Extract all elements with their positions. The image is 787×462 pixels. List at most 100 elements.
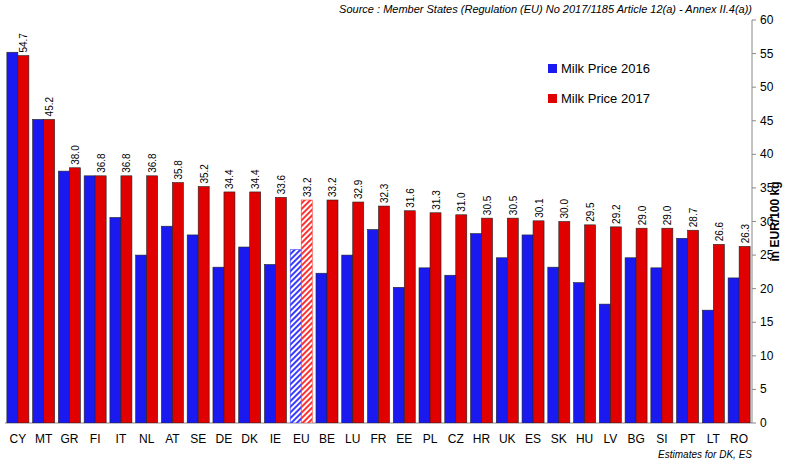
x-tick-label: SI [656, 432, 667, 446]
data-label: 36.8 [96, 153, 107, 173]
bar [574, 283, 585, 423]
data-label: 31.6 [405, 188, 416, 208]
bar [224, 192, 235, 423]
data-label: 36.8 [121, 153, 132, 173]
y-tick [752, 355, 756, 356]
data-label: 29.0 [662, 205, 673, 225]
data-label: 28.7 [688, 207, 699, 227]
bar [239, 247, 250, 423]
bar [445, 275, 456, 423]
y-tick [752, 87, 756, 88]
bar [136, 255, 147, 423]
bar [290, 250, 301, 423]
x-tick-label: CZ [448, 432, 464, 446]
bar [585, 225, 596, 423]
bar [625, 258, 636, 423]
bar [161, 226, 172, 423]
data-label: 30.5 [508, 195, 519, 215]
annotation: Source : Member States (Regulation (EU) … [339, 3, 752, 15]
x-tick-label: HR [473, 432, 491, 446]
y-tick-label: 5 [760, 382, 767, 396]
x-tick-label: GR [60, 432, 78, 446]
data-label: 34.4 [224, 169, 235, 189]
x-tick-label: LV [603, 432, 617, 446]
x-tick-label: UK [499, 432, 516, 446]
y-axis-label: in EUR/100 kg [768, 181, 782, 261]
data-label: 30.0 [559, 199, 570, 219]
x-tick-label: ES [525, 432, 541, 446]
bar [522, 235, 533, 423]
x-tick-label: SK [551, 432, 567, 446]
bar [688, 230, 699, 423]
x-tick-label: NL [139, 432, 155, 446]
bar [368, 230, 379, 423]
y-tick-label: 55 [760, 47, 774, 61]
x-tick-label: LU [345, 432, 360, 446]
bar [713, 244, 724, 423]
bar [482, 218, 493, 423]
bar [610, 227, 621, 423]
y-tick [752, 322, 756, 323]
bar [121, 176, 132, 423]
annotation: Estimates for DK, ES [658, 449, 752, 460]
y-tick-label: 60 [760, 13, 774, 27]
bar [471, 234, 482, 423]
bar [69, 168, 80, 423]
data-label: 30.5 [482, 195, 493, 215]
data-label: 34.4 [250, 169, 261, 189]
legend-swatch [548, 94, 557, 103]
y-tick [752, 423, 756, 424]
y-tick [752, 255, 756, 256]
bar [419, 268, 430, 423]
bar [702, 310, 713, 423]
x-tick-label: DK [241, 432, 258, 446]
bar [456, 215, 467, 423]
x-tick-label: MT [35, 432, 53, 446]
legend: Milk Price 2016 Milk Price 2017 [548, 61, 650, 106]
data-label: 33.2 [302, 177, 313, 197]
bar [430, 213, 441, 423]
bar [316, 273, 327, 423]
data-label: 29.0 [637, 205, 648, 225]
data-label: 33.6 [276, 174, 287, 194]
data-label: 29.2 [611, 204, 622, 224]
x-tick-label: FI [90, 432, 101, 446]
data-label: 54.7 [18, 33, 29, 53]
data-labels: 54.745.238.036.836.836.835.835.234.434.4… [18, 33, 750, 244]
bar [379, 206, 390, 423]
data-label: 35.8 [173, 160, 184, 180]
bar [7, 52, 18, 423]
bar [275, 197, 286, 423]
y-tick-label: 10 [760, 349, 774, 363]
x-tick-label: DE [216, 432, 233, 446]
data-label: 45.2 [44, 97, 55, 117]
bar [728, 278, 739, 423]
bar [496, 258, 507, 423]
y-tick-label: 20 [760, 282, 774, 296]
bar [110, 217, 121, 423]
chart: 051015202530354045505560in EUR/100 kg54.… [0, 0, 787, 462]
y-tick-label: 40 [760, 147, 774, 161]
bar [559, 222, 570, 424]
x-tick-label: IE [270, 432, 281, 446]
x-tick-label: PL [423, 432, 438, 446]
data-label: 26.3 [740, 223, 751, 243]
legend-label: Milk Price 2017 [561, 91, 650, 106]
bar [548, 267, 559, 423]
data-label: 32.3 [379, 183, 390, 203]
bar [393, 287, 404, 423]
data-label: 29.5 [585, 202, 596, 222]
bar [33, 119, 44, 423]
bar [301, 200, 312, 423]
y-tick-label: 0 [760, 416, 767, 430]
x-tick-label: SE [190, 432, 206, 446]
x-tick-label: LT [707, 432, 721, 446]
data-label: 32.9 [353, 179, 364, 199]
x-tick-label: FR [371, 432, 387, 446]
legend-swatch [548, 64, 557, 73]
x-tick-label: EE [396, 432, 412, 446]
data-label: 31.3 [431, 190, 442, 210]
y-tick-label: 50 [760, 80, 774, 94]
legend-label: Milk Price 2016 [561, 61, 650, 76]
data-label: 26.6 [714, 221, 725, 241]
